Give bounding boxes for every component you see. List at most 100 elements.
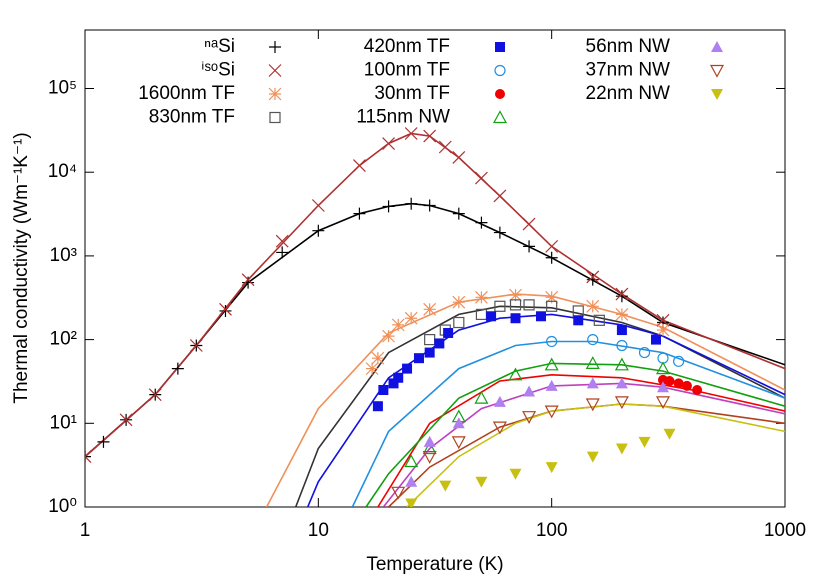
marker bbox=[405, 197, 418, 210]
marker bbox=[494, 300, 506, 312]
marker bbox=[85, 450, 91, 463]
marker bbox=[189, 339, 203, 352]
x-tick-label: 100 bbox=[536, 520, 568, 541]
y-tick-label: 10⁰ bbox=[48, 496, 77, 517]
marker bbox=[495, 42, 505, 52]
marker bbox=[657, 381, 669, 393]
marker bbox=[275, 234, 289, 248]
marker bbox=[493, 189, 507, 203]
marker bbox=[474, 390, 489, 404]
marker bbox=[452, 151, 466, 164]
marker bbox=[522, 217, 536, 231]
marker bbox=[269, 41, 281, 53]
marker bbox=[664, 376, 675, 387]
marker bbox=[423, 129, 437, 143]
marker bbox=[276, 246, 289, 259]
marker bbox=[494, 64, 506, 77]
marker bbox=[509, 288, 522, 302]
marker bbox=[382, 137, 395, 150]
marker bbox=[615, 377, 628, 389]
marker bbox=[711, 41, 723, 52]
marker bbox=[413, 353, 424, 364]
marker bbox=[148, 388, 162, 402]
marker bbox=[523, 299, 535, 311]
marker bbox=[404, 127, 418, 140]
y-axis-label: Thermal conductivity (Wm⁻¹K⁻¹) bbox=[11, 132, 32, 403]
marker bbox=[424, 334, 436, 346]
legend-label: ⁱˢᵒSi bbox=[201, 60, 235, 81]
marker bbox=[681, 380, 692, 391]
marker bbox=[404, 454, 419, 468]
marker bbox=[391, 318, 405, 332]
marker bbox=[353, 207, 366, 220]
marker bbox=[585, 356, 600, 369]
marker bbox=[475, 290, 488, 304]
model-line bbox=[351, 340, 785, 507]
marker bbox=[586, 270, 600, 284]
marker bbox=[312, 224, 325, 237]
marker bbox=[545, 290, 559, 304]
marker bbox=[638, 346, 651, 359]
marker bbox=[371, 351, 385, 365]
marker bbox=[311, 199, 325, 212]
marker bbox=[434, 338, 445, 349]
x-tick-label: 1000 bbox=[764, 520, 806, 541]
marker bbox=[452, 295, 466, 309]
marker bbox=[372, 401, 383, 412]
marker bbox=[616, 339, 628, 352]
marker bbox=[523, 240, 536, 253]
marker bbox=[615, 307, 629, 321]
x-tick-label: 10 bbox=[308, 520, 329, 541]
legend-label: 1600nm TF bbox=[138, 83, 235, 104]
marker bbox=[673, 378, 684, 389]
marker bbox=[546, 335, 558, 348]
marker bbox=[424, 347, 435, 358]
marker bbox=[422, 441, 437, 455]
marker bbox=[544, 357, 559, 371]
model-line bbox=[406, 403, 785, 507]
marker bbox=[391, 486, 406, 500]
marker bbox=[443, 327, 454, 338]
marker bbox=[382, 329, 395, 343]
marker bbox=[663, 428, 676, 440]
marker bbox=[438, 140, 452, 154]
legend-label: 56nm NW bbox=[586, 36, 671, 57]
marker bbox=[616, 325, 627, 336]
model-line bbox=[365, 362, 785, 507]
marker bbox=[423, 435, 436, 447]
marker bbox=[452, 207, 465, 220]
legend-label: 100nm TF bbox=[364, 60, 450, 81]
model-line bbox=[85, 202, 785, 458]
marker bbox=[545, 251, 558, 264]
marker bbox=[638, 436, 651, 448]
marker bbox=[523, 385, 536, 397]
marker bbox=[585, 398, 600, 412]
marker bbox=[405, 475, 418, 487]
marker bbox=[651, 334, 662, 345]
marker bbox=[586, 377, 599, 389]
marker bbox=[615, 290, 628, 303]
legend-label: 37nm NW bbox=[586, 60, 671, 81]
plot-area bbox=[85, 127, 785, 507]
marker bbox=[545, 379, 558, 391]
marker bbox=[423, 302, 437, 316]
marker bbox=[269, 111, 281, 124]
marker bbox=[546, 300, 558, 312]
marker bbox=[493, 226, 506, 239]
marker bbox=[509, 299, 522, 311]
x-axis-label: Temperature (K) bbox=[366, 554, 503, 575]
marker bbox=[508, 367, 523, 381]
marker bbox=[268, 64, 282, 77]
marker bbox=[393, 372, 404, 383]
marker bbox=[709, 64, 725, 78]
marker bbox=[404, 311, 418, 325]
marker bbox=[365, 362, 379, 376]
legend-label: 115nm NW bbox=[356, 107, 450, 128]
marker bbox=[615, 287, 629, 301]
marker bbox=[452, 417, 465, 429]
model-line bbox=[265, 293, 785, 507]
marker bbox=[510, 313, 521, 324]
marker bbox=[241, 273, 255, 287]
marker bbox=[388, 378, 399, 389]
